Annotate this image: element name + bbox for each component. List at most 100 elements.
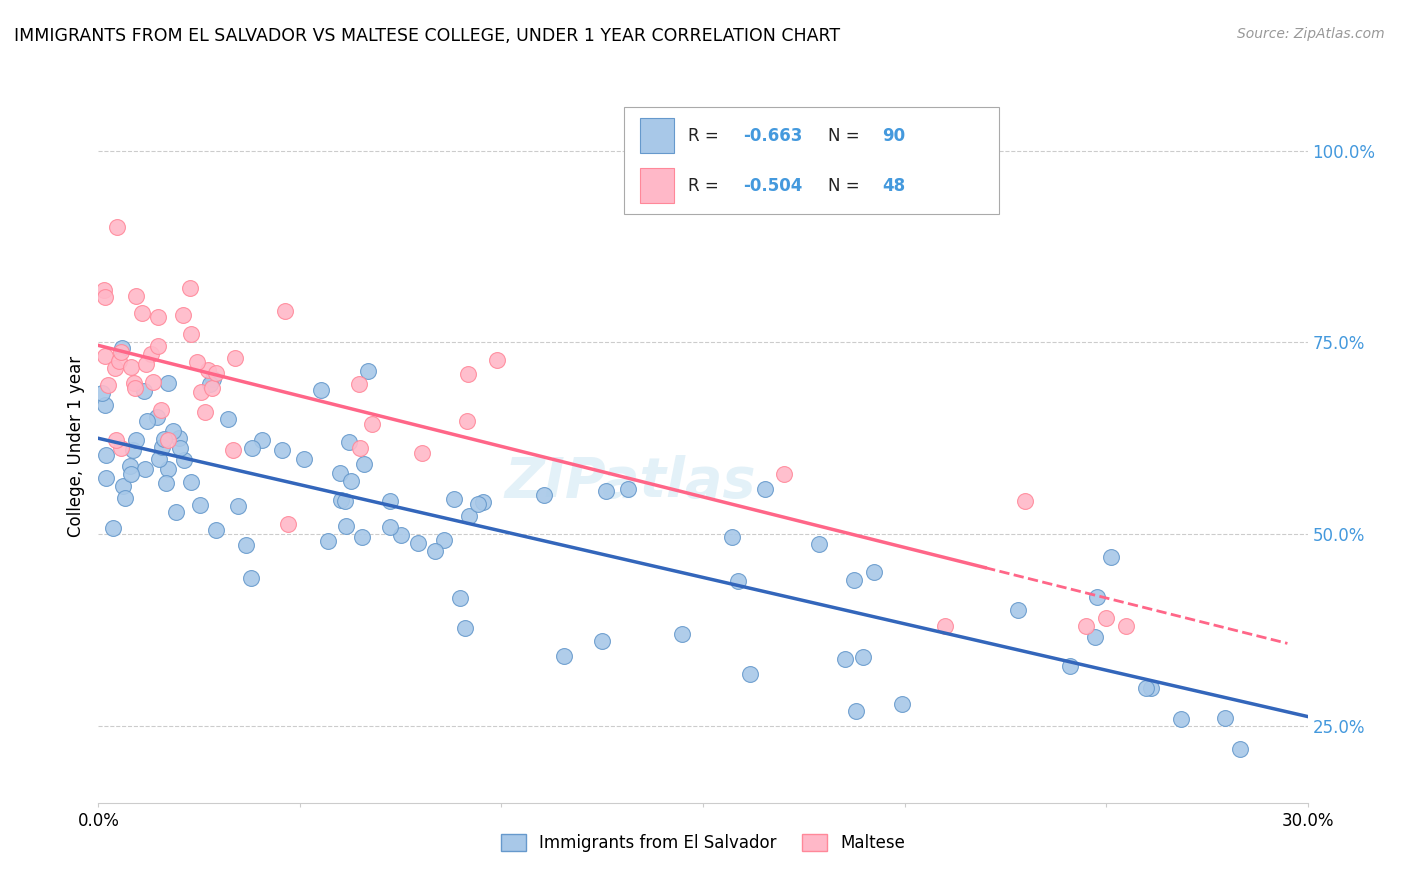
FancyBboxPatch shape bbox=[640, 169, 673, 202]
Point bbox=[110, 344, 132, 359]
Point bbox=[205, 523, 228, 537]
Point bbox=[357, 364, 380, 378]
Point bbox=[135, 357, 157, 371]
Point bbox=[533, 488, 555, 502]
Text: R =: R = bbox=[689, 177, 724, 194]
Point bbox=[121, 359, 143, 374]
Point bbox=[180, 475, 202, 489]
Point bbox=[194, 404, 217, 418]
Point bbox=[844, 573, 866, 587]
Y-axis label: College, Under 1 year: College, Under 1 year bbox=[66, 355, 84, 537]
Point bbox=[180, 327, 202, 342]
Point bbox=[165, 505, 187, 519]
Point bbox=[134, 462, 156, 476]
Point bbox=[121, 443, 143, 458]
Point bbox=[720, 530, 742, 544]
Point bbox=[93, 283, 115, 297]
Point bbox=[94, 398, 117, 412]
Point bbox=[1099, 549, 1122, 564]
Text: R =: R = bbox=[689, 127, 724, 145]
Point bbox=[335, 493, 357, 508]
Text: N =: N = bbox=[828, 177, 865, 194]
Point bbox=[456, 414, 478, 428]
Point bbox=[105, 220, 128, 235]
Point bbox=[1170, 712, 1192, 726]
FancyBboxPatch shape bbox=[640, 119, 673, 153]
Point bbox=[270, 442, 292, 457]
Point bbox=[118, 459, 141, 474]
Point bbox=[350, 530, 373, 544]
Point bbox=[201, 381, 224, 395]
Point bbox=[423, 544, 446, 558]
Point bbox=[217, 412, 239, 426]
Point bbox=[318, 534, 340, 549]
Point bbox=[353, 457, 375, 471]
Point bbox=[201, 372, 224, 386]
Point bbox=[125, 433, 148, 447]
Text: ZIPatlas: ZIPatlas bbox=[505, 455, 756, 508]
Point bbox=[190, 384, 212, 399]
Point bbox=[738, 667, 761, 681]
Point bbox=[890, 697, 912, 711]
Point bbox=[1014, 493, 1036, 508]
Point bbox=[1059, 659, 1081, 673]
Point bbox=[1115, 619, 1137, 633]
Point bbox=[197, 363, 219, 377]
Point bbox=[1095, 611, 1118, 625]
Point bbox=[101, 521, 124, 535]
Point bbox=[1229, 742, 1251, 756]
Point bbox=[139, 347, 162, 361]
Point bbox=[454, 621, 477, 635]
Point bbox=[162, 424, 184, 438]
Point bbox=[222, 443, 245, 458]
Point bbox=[186, 355, 208, 369]
Point bbox=[389, 528, 412, 542]
Point bbox=[274, 304, 297, 318]
Point bbox=[862, 565, 884, 579]
Point bbox=[131, 306, 153, 320]
Point bbox=[169, 441, 191, 455]
Point bbox=[329, 492, 352, 507]
Point bbox=[172, 309, 194, 323]
Point bbox=[157, 462, 180, 476]
Point bbox=[411, 445, 433, 459]
Point bbox=[148, 310, 170, 325]
Point bbox=[142, 375, 165, 389]
Point bbox=[148, 451, 170, 466]
Point bbox=[157, 376, 180, 390]
Point bbox=[467, 497, 489, 511]
Point bbox=[834, 652, 856, 666]
Point bbox=[1140, 681, 1163, 696]
Point bbox=[252, 433, 274, 447]
Point bbox=[145, 410, 167, 425]
Point bbox=[591, 633, 613, 648]
Point bbox=[110, 441, 132, 455]
Point bbox=[198, 377, 221, 392]
Text: Source: ZipAtlas.com: Source: ZipAtlas.com bbox=[1237, 27, 1385, 41]
Point bbox=[311, 384, 333, 398]
Text: N =: N = bbox=[828, 127, 865, 145]
Point bbox=[349, 442, 371, 456]
Point bbox=[845, 704, 868, 718]
Point bbox=[120, 467, 142, 481]
Point bbox=[226, 499, 249, 513]
Point bbox=[340, 474, 363, 488]
Point bbox=[167, 431, 190, 445]
Point bbox=[471, 495, 494, 509]
Point bbox=[97, 377, 120, 392]
Point bbox=[808, 536, 831, 550]
Point bbox=[93, 290, 115, 304]
Text: 48: 48 bbox=[882, 177, 905, 194]
Point bbox=[337, 434, 360, 449]
Text: IMMIGRANTS FROM EL SALVADOR VS MALTESE COLLEGE, UNDER 1 YEAR CORRELATION CHART: IMMIGRANTS FROM EL SALVADOR VS MALTESE C… bbox=[14, 27, 841, 45]
Point bbox=[1074, 619, 1097, 633]
Point bbox=[205, 366, 228, 380]
Point bbox=[94, 471, 117, 485]
Point bbox=[772, 467, 794, 482]
Point bbox=[190, 499, 212, 513]
Point bbox=[150, 440, 173, 454]
Point bbox=[179, 281, 201, 295]
Point bbox=[380, 494, 402, 508]
Point bbox=[111, 479, 134, 493]
Point bbox=[153, 432, 176, 446]
